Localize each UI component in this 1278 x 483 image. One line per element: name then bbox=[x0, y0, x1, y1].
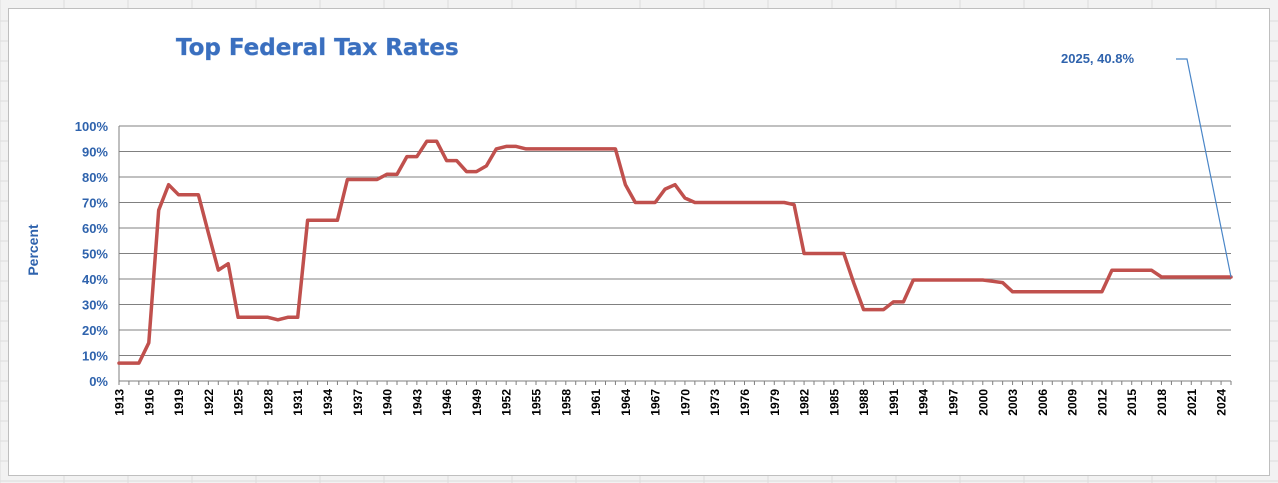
x-tick-label: 2009 bbox=[1066, 389, 1080, 416]
x-tick-label: 1916 bbox=[142, 389, 156, 416]
x-tick-label: 1934 bbox=[321, 389, 335, 416]
chart-area[interactable]: Top Federal Tax Rates Percent 0% 10% 20% 30… bbox=[8, 8, 1270, 476]
x-tick-label: 1961 bbox=[589, 389, 603, 416]
x-tick-label: 1946 bbox=[440, 389, 454, 416]
x-tick-label: 1958 bbox=[559, 389, 573, 416]
x-tick-label: 1964 bbox=[619, 389, 633, 416]
y-tick-label: 20% bbox=[82, 323, 108, 338]
y-tick-label: 10% bbox=[82, 349, 108, 364]
y-tick-label: 100% bbox=[75, 119, 109, 134]
chart-title: Top Federal Tax Rates bbox=[176, 35, 459, 61]
x-tick-label: 2021 bbox=[1185, 389, 1199, 416]
y-tick-label: 80% bbox=[82, 170, 108, 185]
x-tick-label: 1994 bbox=[917, 389, 931, 416]
x-tick-label: 1943 bbox=[410, 389, 424, 416]
x-tick-label: 2018 bbox=[1155, 389, 1169, 416]
y-axis-label: Percent bbox=[25, 224, 41, 276]
x-tick-label: 1982 bbox=[798, 389, 812, 416]
annotation-label: 2025, 40.8% bbox=[1061, 51, 1134, 66]
y-tick-label: 50% bbox=[82, 247, 108, 262]
x-tick-label: 2003 bbox=[1006, 389, 1020, 416]
x-tick-label: 2015 bbox=[1125, 389, 1139, 416]
y-tick-labels: 0% 10% 20% 30% 40% 50% 60% 70% 80% 90% 100% bbox=[75, 119, 109, 389]
x-tick-label: 2006 bbox=[1036, 389, 1050, 416]
x-tick-label: 2012 bbox=[1095, 389, 1109, 416]
y-tick-label: 90% bbox=[82, 145, 108, 160]
x-tick-label: 1922 bbox=[202, 389, 216, 416]
x-tick-label: 1925 bbox=[232, 389, 246, 416]
x-tick-label: 1988 bbox=[857, 389, 871, 416]
x-tick-label: 1976 bbox=[738, 389, 752, 416]
x-tick-label: 1937 bbox=[351, 389, 365, 416]
x-tick-label: 1979 bbox=[768, 389, 782, 416]
y-tick-label: 30% bbox=[82, 298, 108, 313]
x-tick-label: 2000 bbox=[976, 389, 990, 416]
x-tick-label: 1985 bbox=[827, 389, 841, 416]
x-tick-label: 1991 bbox=[887, 389, 901, 416]
x-tick-label: 1913 bbox=[113, 389, 127, 416]
x-tick-labels: 1913 1916 1919 1922 1925 1928 1931 1934 1937 1940… bbox=[113, 381, 1232, 416]
series-group bbox=[117, 139, 1233, 365]
x-tick-label: 1931 bbox=[291, 389, 305, 416]
y-tick-label: 70% bbox=[82, 196, 108, 211]
x-tick-label: 1928 bbox=[261, 389, 275, 416]
x-tick-label: 1955 bbox=[530, 389, 544, 416]
annotation-group: 2025, 40.8% bbox=[1061, 51, 1232, 278]
x-tick-label: 1949 bbox=[470, 389, 484, 416]
y-tick-label: 60% bbox=[82, 221, 108, 236]
y-tick-label: 40% bbox=[82, 272, 108, 287]
y-tick-label: 0% bbox=[89, 374, 108, 389]
x-tick-label: 1940 bbox=[381, 389, 395, 416]
x-tick-label: 1919 bbox=[172, 389, 186, 416]
tax-rate-line-chart: Top Federal Tax Rates Percent 0% 10% 20% 30… bbox=[25, 35, 1233, 416]
gridlines bbox=[118, 125, 1231, 382]
x-tick-label: 1973 bbox=[708, 389, 722, 416]
x-tick-label: 1967 bbox=[649, 389, 663, 416]
x-tick-label: 1970 bbox=[678, 389, 692, 416]
series-line bbox=[117, 139, 1233, 365]
x-tick-label: 1997 bbox=[947, 389, 961, 416]
x-tick-label: 2024 bbox=[1215, 389, 1229, 416]
x-tick-label: 1952 bbox=[500, 389, 514, 416]
annotation-leader-line bbox=[1176, 58, 1232, 278]
